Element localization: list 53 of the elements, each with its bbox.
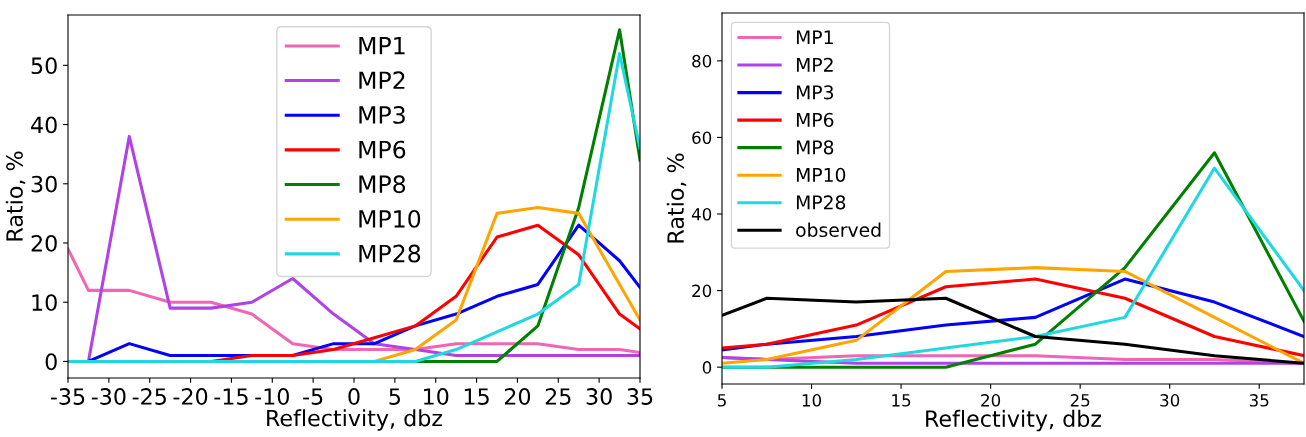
x-tick-label: 15 bbox=[892, 394, 911, 407]
x-tick-label: 25 bbox=[1070, 394, 1090, 407]
x-tick-label: 15 bbox=[464, 388, 489, 405]
x-tick-label: -20 bbox=[173, 388, 208, 405]
legend-label: observed bbox=[796, 222, 881, 238]
legend-label: MP1 bbox=[359, 36, 405, 55]
y-tick-label: 20 bbox=[692, 284, 712, 298]
x-tick-label: -35 bbox=[50, 388, 85, 405]
legend-label: MP6 bbox=[359, 140, 406, 159]
x-tick-label: 10 bbox=[424, 388, 449, 405]
x-tick-label: 5 bbox=[389, 388, 400, 405]
legend-label: MP10 bbox=[796, 167, 846, 182]
legend-label: MP2 bbox=[796, 57, 833, 72]
y-tick-label: 60 bbox=[692, 131, 712, 144]
x-axis-title: Reflectivity, dbz bbox=[926, 409, 1102, 432]
x-tick-label: 35 bbox=[1249, 394, 1269, 407]
y-axis-title: Ratio, % bbox=[666, 153, 687, 243]
x-tick-label: 20 bbox=[981, 394, 1001, 407]
x-tick-label: -30 bbox=[91, 388, 126, 405]
legend-label: MP3 bbox=[796, 85, 834, 100]
legend-label: MP6 bbox=[796, 112, 834, 127]
y-tick-label: 80 bbox=[692, 54, 712, 68]
y-tick-label: 10 bbox=[32, 294, 57, 311]
y-tick-label: 0 bbox=[702, 361, 712, 374]
x-tick-label: 20 bbox=[504, 388, 531, 405]
x-tick-label: -15 bbox=[214, 388, 248, 405]
legend-label: MP3 bbox=[359, 105, 405, 124]
y-tick-label: 0 bbox=[45, 353, 57, 371]
legend-label: MP1 bbox=[796, 30, 833, 45]
legend-label: MP8 bbox=[796, 140, 834, 155]
x-tick-label: 10 bbox=[802, 394, 822, 407]
y-tick-label: 30 bbox=[31, 175, 57, 193]
legend-label: MP28 bbox=[796, 195, 846, 210]
x-tick-label: 0 bbox=[348, 388, 360, 405]
y-tick-label: 40 bbox=[31, 116, 57, 134]
legend-label: MP28 bbox=[359, 244, 421, 263]
legend-label: MP8 bbox=[359, 175, 406, 194]
x-tick-label: -25 bbox=[132, 388, 166, 405]
y-tick-label: 50 bbox=[31, 57, 57, 75]
x-tick-label: 30 bbox=[1160, 394, 1180, 407]
x-tick-label: -10 bbox=[255, 388, 289, 405]
legend-label: MP10 bbox=[359, 209, 421, 228]
y-tick-label: 20 bbox=[31, 234, 57, 252]
line-series bbox=[722, 266, 1304, 365]
y-tick-label: 40 bbox=[691, 207, 712, 221]
y-axis-title: Ratio, % bbox=[5, 151, 26, 241]
x-tick-label: -5 bbox=[303, 388, 323, 405]
x-axis-title: Reflectivity, dbz bbox=[267, 409, 443, 431]
x-tick-label: 5 bbox=[717, 394, 726, 407]
x-tick-label: 35 bbox=[627, 388, 653, 405]
x-tick-label: 25 bbox=[545, 388, 571, 405]
legend-label: MP2 bbox=[359, 71, 405, 89]
x-tick-label: 30 bbox=[586, 388, 612, 405]
